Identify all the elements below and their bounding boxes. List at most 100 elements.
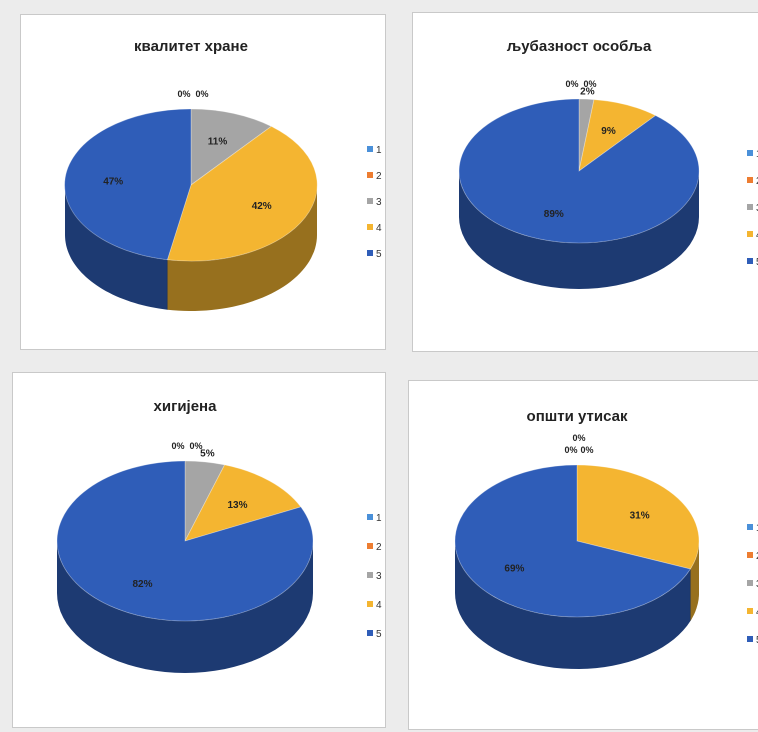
pie-side-4 bbox=[690, 541, 699, 621]
pie-side-walls bbox=[57, 541, 313, 673]
pie-side-walls bbox=[455, 541, 699, 669]
legend-label-4: 4 bbox=[376, 223, 382, 234]
legend-swatch-4 bbox=[367, 601, 373, 607]
legend-swatch-3 bbox=[747, 580, 753, 586]
legend-swatch-2 bbox=[747, 552, 753, 558]
chart-panel-staff-kindness: љубазност особља 2% 9% 89% 0% 0% 1 2 3 4 5 bbox=[412, 12, 758, 352]
data-label-2: 0% bbox=[564, 445, 577, 455]
legend-swatch-1 bbox=[367, 514, 373, 520]
legend-swatch-5 bbox=[367, 250, 373, 256]
legend-swatch-2 bbox=[367, 543, 373, 549]
data-label-5: 47% bbox=[103, 177, 123, 188]
pie-top bbox=[454, 464, 700, 618]
pie-slice-4 bbox=[184, 464, 302, 542]
data-label-1: 0% bbox=[572, 433, 585, 443]
data-label-5: 82% bbox=[132, 579, 152, 590]
legend-label-5: 5 bbox=[756, 635, 758, 646]
data-labels: 2% 9% 89% 0% 0% bbox=[544, 79, 616, 220]
data-label-2: 0% bbox=[189, 441, 202, 451]
pie-side-4 bbox=[167, 185, 317, 311]
pie-slice-5 bbox=[454, 464, 692, 618]
pie-slice-5 bbox=[458, 98, 700, 244]
legend-swatch-3 bbox=[367, 198, 373, 204]
legend-swatch-4 bbox=[747, 608, 753, 614]
pie-side-5 bbox=[65, 185, 168, 310]
legend-swatch-1 bbox=[367, 146, 373, 152]
legend-swatch-1 bbox=[747, 150, 753, 156]
pie-slice-3 bbox=[578, 98, 595, 172]
pie-slice-3 bbox=[184, 460, 226, 542]
pie-top bbox=[458, 98, 700, 244]
chart-title: квалитет хране bbox=[134, 38, 248, 55]
legend-label-2: 2 bbox=[756, 176, 758, 187]
pie-slice-5 bbox=[64, 108, 192, 261]
legend-swatch-4 bbox=[367, 224, 373, 230]
legend-label-3: 3 bbox=[376, 197, 382, 208]
chart-title: хигијена bbox=[154, 398, 218, 415]
legend-label-1: 1 bbox=[756, 149, 758, 160]
legend-swatch-1 bbox=[747, 524, 753, 530]
legend-label-2: 2 bbox=[376, 542, 382, 553]
data-label-1: 0% bbox=[171, 441, 184, 451]
chart-panel-food-quality: квалитет хране 11% 42% 47% 0% 0% 1 2 3 4 5 bbox=[20, 14, 386, 350]
legend: 1 2 3 4 5 bbox=[747, 149, 758, 268]
data-label-5: 89% bbox=[544, 209, 564, 220]
legend-label-5: 5 bbox=[756, 257, 758, 268]
data-label-4: 42% bbox=[252, 201, 272, 212]
pie-side-walls bbox=[65, 185, 317, 311]
legend-swatch-5 bbox=[747, 636, 753, 642]
legend-swatch-5 bbox=[367, 630, 373, 636]
legend-label-2: 2 bbox=[376, 171, 382, 182]
chart-title: љубазност особља bbox=[507, 38, 652, 55]
data-label-3: 5% bbox=[200, 449, 215, 460]
pie-top bbox=[56, 460, 314, 622]
legend-label-3: 3 bbox=[756, 579, 758, 590]
legend-label-4: 4 bbox=[756, 607, 758, 618]
legend: 1 2 3 4 5 bbox=[367, 145, 382, 260]
data-label-1: 0% bbox=[565, 79, 578, 89]
legend-label-1: 1 bbox=[756, 523, 758, 534]
data-label-1: 0% bbox=[177, 89, 190, 99]
pie-side-5 bbox=[57, 541, 313, 673]
legend-label-5: 5 bbox=[376, 249, 382, 260]
pie-slice-5 bbox=[56, 460, 314, 622]
data-labels: 31%69%0%0% 0% bbox=[504, 433, 649, 575]
legend: 1 2 3 4 5 bbox=[367, 513, 382, 640]
legend-swatch-2 bbox=[367, 172, 373, 178]
data-label-3: 0% bbox=[580, 445, 593, 455]
legend-label-4: 4 bbox=[376, 600, 382, 611]
pie-side-5 bbox=[459, 171, 699, 289]
chart-panel-hygiene: хигијена 5% 13% 82% 0% 0% 1 2 3 4 5 bbox=[12, 372, 386, 728]
legend-swatch-3 bbox=[367, 572, 373, 578]
legend-label-3: 3 bbox=[756, 203, 758, 214]
pie-slice-4 bbox=[578, 99, 657, 172]
legend-label-5: 5 bbox=[376, 629, 382, 640]
legend-label-2: 2 bbox=[756, 551, 758, 562]
pie-side-walls bbox=[459, 171, 699, 289]
legend-label-4: 4 bbox=[756, 230, 758, 241]
data-label-2: 0% bbox=[583, 79, 596, 89]
legend-swatch-5 bbox=[747, 258, 753, 264]
data-labels: 5% 13% 82% 0% 0% bbox=[132, 441, 247, 590]
pie-chart-staff-kindness: љубазност особља 2% 9% 89% 0% 0% 1 2 3 4 5 bbox=[458, 38, 758, 289]
pie-slice-3 bbox=[190, 108, 273, 186]
data-label-4: 31% bbox=[630, 511, 650, 522]
legend-label-1: 1 bbox=[376, 145, 382, 156]
legend-label-3: 3 bbox=[376, 571, 382, 582]
data-label-4: 9% bbox=[601, 126, 616, 137]
pie-slice-4 bbox=[576, 464, 700, 570]
legend-label-1: 1 bbox=[376, 513, 382, 524]
legend: 1 2 3 4 5 bbox=[747, 523, 758, 646]
data-labels: 11% 42% 47% 0% 0% bbox=[103, 89, 272, 212]
pie-chart-food-quality: квалитет хране 11% 42% 47% 0% 0% 1 2 3 4 5 bbox=[64, 38, 382, 311]
legend-swatch-4 bbox=[747, 231, 753, 237]
pie-chart-hygiene: хигијена 5% 13% 82% 0% 0% 1 2 3 4 5 bbox=[56, 398, 382, 673]
data-label-3: 2% bbox=[580, 87, 595, 98]
data-label-3: 11% bbox=[208, 137, 228, 148]
pie-slice-4 bbox=[166, 125, 318, 262]
pie-top bbox=[64, 108, 318, 262]
data-label-4: 13% bbox=[227, 500, 247, 511]
legend-swatch-3 bbox=[747, 204, 753, 210]
